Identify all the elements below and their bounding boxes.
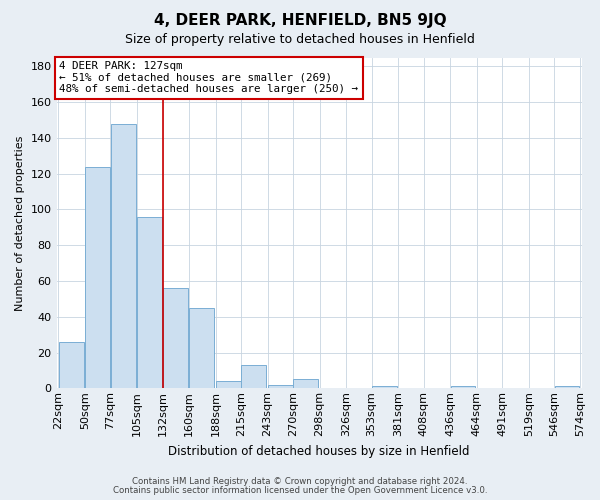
Text: Contains public sector information licensed under the Open Government Licence v3: Contains public sector information licen… <box>113 486 487 495</box>
Text: Size of property relative to detached houses in Henfield: Size of property relative to detached ho… <box>125 32 475 46</box>
Bar <box>111 124 136 388</box>
Y-axis label: Number of detached properties: Number of detached properties <box>15 135 25 310</box>
Bar <box>554 386 580 388</box>
Bar <box>137 216 162 388</box>
Bar <box>451 386 475 388</box>
Bar <box>293 380 318 388</box>
Bar <box>372 386 397 388</box>
Text: 4, DEER PARK, HENFIELD, BN5 9JQ: 4, DEER PARK, HENFIELD, BN5 9JQ <box>154 12 446 28</box>
Bar <box>59 342 83 388</box>
X-axis label: Distribution of detached houses by size in Henfield: Distribution of detached houses by size … <box>169 444 470 458</box>
Bar <box>268 384 293 388</box>
Bar <box>190 308 214 388</box>
Text: Contains HM Land Registry data © Crown copyright and database right 2024.: Contains HM Land Registry data © Crown c… <box>132 477 468 486</box>
Bar <box>163 288 188 388</box>
Bar <box>216 381 241 388</box>
Bar <box>85 166 110 388</box>
Bar <box>241 365 266 388</box>
Text: 4 DEER PARK: 127sqm
← 51% of detached houses are smaller (269)
48% of semi-detac: 4 DEER PARK: 127sqm ← 51% of detached ho… <box>59 61 358 94</box>
